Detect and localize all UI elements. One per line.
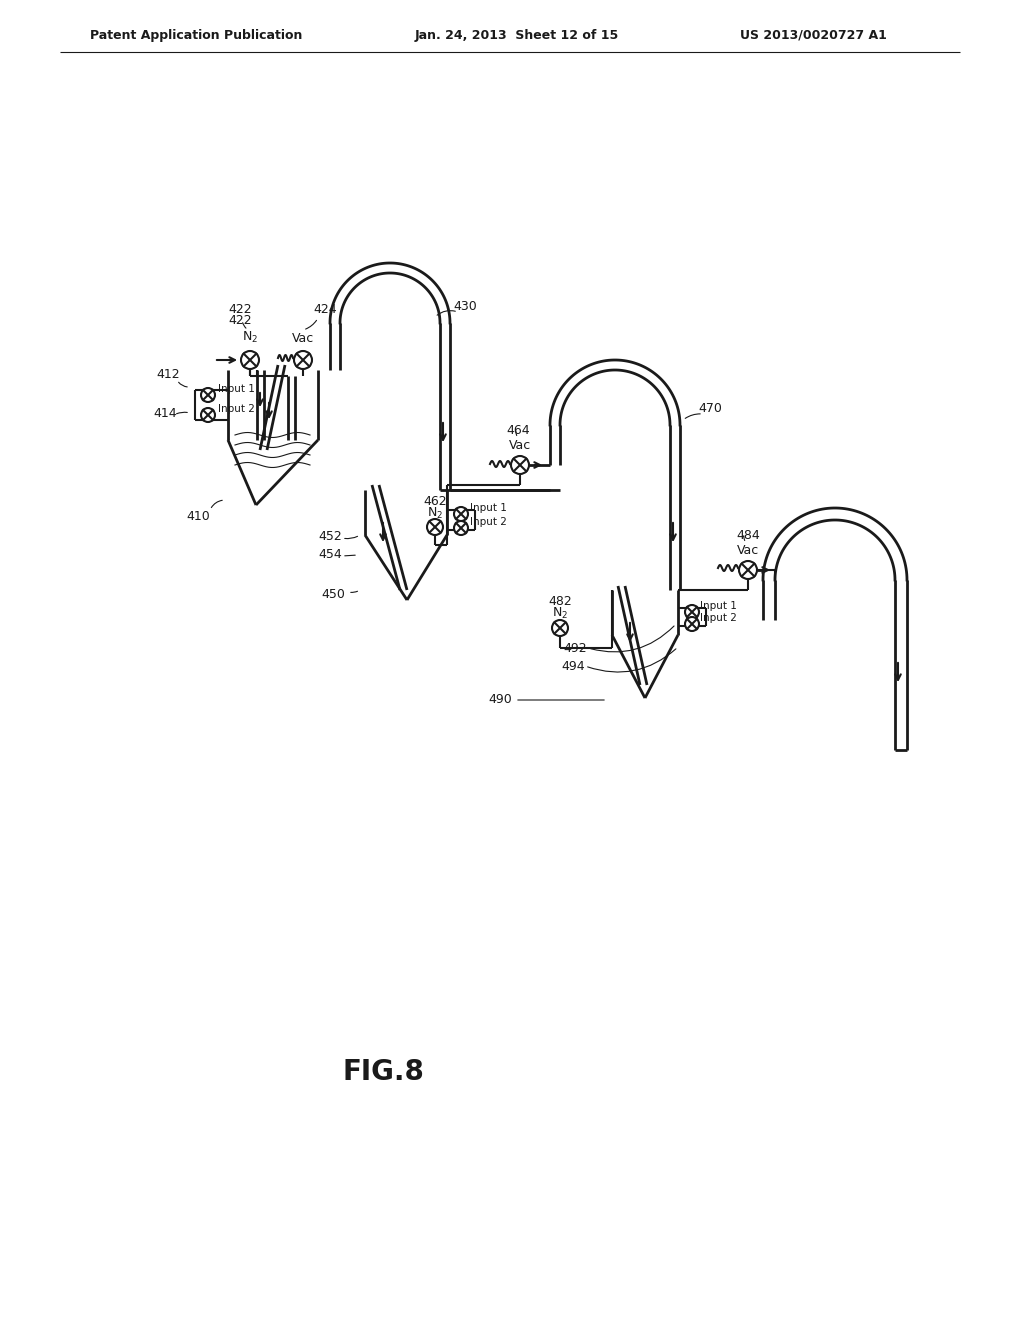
Text: Input 2: Input 2 — [700, 612, 737, 623]
Text: 424: 424 — [313, 304, 337, 315]
Text: 410: 410 — [186, 511, 210, 524]
Text: 414: 414 — [154, 407, 177, 420]
Text: Input 2: Input 2 — [218, 404, 255, 414]
Text: 454: 454 — [318, 548, 342, 561]
Text: N$_2$: N$_2$ — [427, 506, 443, 521]
Text: Input 2: Input 2 — [470, 517, 507, 527]
Circle shape — [454, 507, 468, 521]
Text: 492: 492 — [563, 642, 587, 655]
Text: 462: 462 — [423, 495, 446, 508]
Text: Input 1: Input 1 — [470, 503, 507, 513]
Text: 470: 470 — [698, 403, 722, 414]
Text: 430: 430 — [454, 300, 477, 313]
Text: US 2013/0020727 A1: US 2013/0020727 A1 — [740, 29, 887, 41]
Text: FIG.8: FIG.8 — [342, 1059, 424, 1086]
Circle shape — [685, 605, 699, 619]
Text: Input 1: Input 1 — [700, 601, 737, 611]
Circle shape — [241, 351, 259, 370]
Text: Patent Application Publication: Patent Application Publication — [90, 29, 302, 41]
Text: Vac: Vac — [292, 333, 314, 345]
Circle shape — [511, 455, 529, 474]
Text: N$_2$: N$_2$ — [242, 330, 258, 345]
Text: Vac: Vac — [509, 440, 531, 451]
Text: 494: 494 — [561, 660, 585, 673]
Text: 422: 422 — [228, 314, 252, 327]
Circle shape — [739, 561, 757, 579]
Text: Vac: Vac — [737, 544, 759, 557]
Circle shape — [427, 519, 443, 535]
Circle shape — [454, 521, 468, 535]
Circle shape — [294, 351, 312, 370]
Circle shape — [552, 620, 568, 636]
Circle shape — [685, 616, 699, 631]
Text: 490: 490 — [488, 693, 512, 706]
Circle shape — [201, 408, 215, 422]
Circle shape — [201, 388, 215, 403]
Text: 412: 412 — [157, 368, 180, 381]
Text: N$_2$: N$_2$ — [552, 606, 568, 622]
Text: 450: 450 — [322, 589, 345, 602]
Text: 452: 452 — [318, 531, 342, 543]
Text: 482: 482 — [548, 595, 571, 609]
Text: 422: 422 — [228, 304, 252, 315]
Text: Jan. 24, 2013  Sheet 12 of 15: Jan. 24, 2013 Sheet 12 of 15 — [415, 29, 620, 41]
Text: 464: 464 — [506, 424, 529, 437]
Text: 484: 484 — [736, 529, 760, 543]
Text: Input 1: Input 1 — [218, 384, 255, 393]
